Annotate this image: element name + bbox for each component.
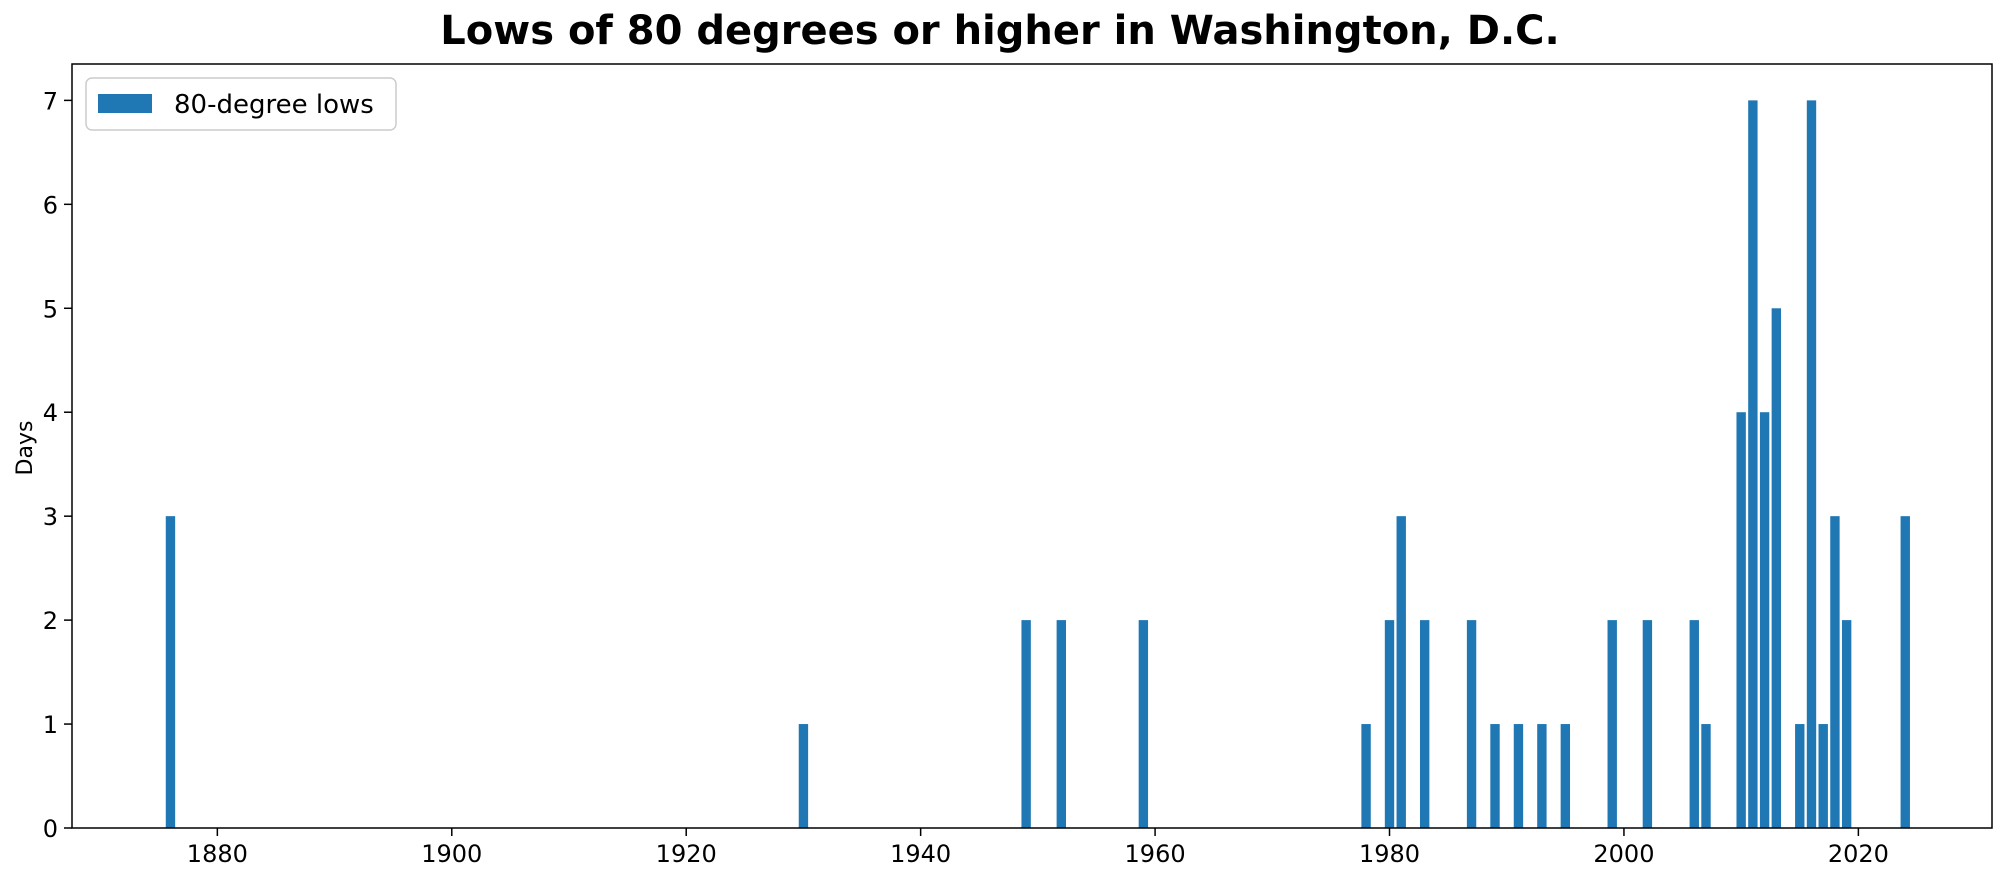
bar-2015	[1795, 724, 1805, 828]
x-tick-label-1940: 1940	[890, 840, 951, 868]
bar-1993	[1537, 724, 1547, 828]
y-tick-label-5: 5	[43, 295, 58, 323]
bar-2002	[1642, 620, 1653, 828]
bar-1987	[1466, 620, 1477, 828]
chart-title: Lows of 80 degrees or higher in Washingt…	[440, 8, 1559, 54]
bar-2016	[1806, 100, 1817, 828]
x-tick-label-1920: 1920	[656, 840, 717, 868]
bars-layer	[165, 100, 1910, 828]
bar-1999	[1607, 620, 1617, 828]
bar-1991	[1513, 724, 1524, 828]
bar-2012	[1759, 412, 1770, 828]
bar-2018	[1830, 516, 1840, 828]
y-tick-label-3: 3	[43, 503, 58, 531]
bar-1995	[1560, 724, 1571, 828]
bar-2006	[1689, 620, 1699, 828]
x-tick-label-2020: 2020	[1828, 840, 1889, 868]
bar-2024	[1900, 516, 1910, 828]
bar-1983	[1419, 620, 1430, 828]
legend-box	[85, 77, 397, 131]
x-tick-label-1880: 1880	[187, 840, 248, 868]
bar-2007	[1701, 724, 1711, 828]
bar-2017	[1818, 724, 1828, 828]
bar-1930	[798, 724, 809, 828]
y-tick-label-2: 2	[43, 607, 58, 635]
x-tick-label-1980: 1980	[1359, 840, 1420, 868]
bar-2011	[1748, 100, 1758, 828]
bar-1949	[1021, 620, 1031, 828]
x-tick-label-1960: 1960	[1125, 840, 1186, 868]
y-tick-label-6: 6	[43, 191, 58, 219]
legend-label: 80-degree lows	[174, 90, 374, 120]
y-tick-label-1: 1	[43, 711, 58, 739]
bar-1981	[1396, 516, 1406, 828]
bar-2013	[1771, 308, 1782, 828]
plot-frame	[71, 63, 1993, 829]
legend: 80-degree lows	[85, 77, 397, 131]
bar-1980	[1384, 620, 1395, 828]
bar-1978	[1361, 724, 1371, 828]
y-axis-label: Days	[13, 421, 38, 476]
y-tick-label-0: 0	[43, 815, 58, 843]
legend-swatch	[98, 94, 152, 113]
bar-2019	[1841, 620, 1852, 828]
bar-2010	[1736, 412, 1746, 828]
bar-1876	[165, 516, 176, 828]
bar-1959	[1138, 620, 1149, 828]
bar-1952	[1056, 620, 1066, 828]
x-tick-label-2000: 2000	[1593, 840, 1654, 868]
y-tick-label-7: 7	[43, 87, 58, 115]
y-tick-label-4: 4	[43, 399, 58, 427]
x-tick-label-1900: 1900	[421, 840, 482, 868]
bar-1989	[1490, 724, 1500, 828]
axes-layer: 1880 1900 1920 1940 1960 1980 2000 2020 0 1 2 3 4 5 6 7	[43, 63, 1993, 868]
